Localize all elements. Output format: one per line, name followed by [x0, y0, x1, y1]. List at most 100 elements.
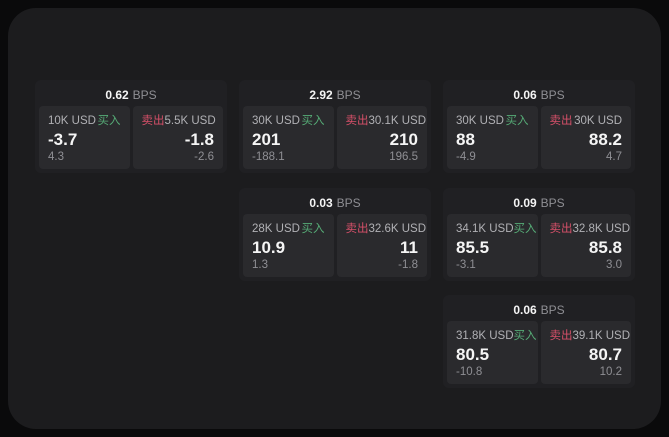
buy-amount: 34.1K USD: [456, 223, 514, 235]
bps-value: 0.06: [513, 303, 537, 317]
buy-amount: 28K USD: [252, 223, 300, 235]
buy-action-label: 买入: [513, 223, 537, 235]
quote-panels: 10K USD 买入 -3.7 4.3 卖出 5.5K USD -1.8 -2.…: [39, 106, 223, 169]
sell-panel-header: 卖出 30.1K USD: [345, 112, 427, 128]
sell-sub-value: 196.5: [389, 151, 418, 163]
buy-panel-header: 31.8K USD 买入: [456, 327, 537, 343]
sell-sub-value: 4.7: [606, 151, 622, 163]
buy-sub-value: -188.1: [252, 151, 285, 163]
buy-value: 80.5: [456, 344, 490, 364]
quote-panels: 28K USD 买入 10.9 1.3 卖出 32.6K USD 11 -1.8: [243, 214, 427, 277]
buy-action-label: 买入: [301, 115, 325, 127]
buy-sub-value: -3.1: [456, 259, 476, 271]
buy-sub-value: -10.8: [456, 366, 483, 378]
sell-panel[interactable]: 卖出 39.1K USD 80.7 10.2: [540, 321, 631, 384]
sell-sub-value: -2.6: [194, 151, 214, 163]
quote-card[interactable]: 0.09 BPS 34.1K USD 买入 85.5 -3.1 卖出 32.8K …: [443, 188, 635, 281]
buy-panel[interactable]: 31.8K USD 买入 80.5 -10.8: [447, 321, 538, 384]
buy-action-label: 买入: [301, 223, 325, 235]
sell-amount: 39.1K USD: [572, 330, 631, 342]
sell-action-label: 卖出: [345, 115, 369, 127]
bps-value: 0.62: [105, 88, 129, 102]
sell-sub-value: -1.8: [398, 259, 418, 271]
sell-action-label: 卖出: [549, 223, 573, 235]
buy-sub-value: 1.3: [252, 259, 268, 271]
buy-panel-header: 28K USD 买入: [252, 220, 325, 236]
quote-panels: 30K USD 买入 88 -4.9 卖出 30K USD 88.2 4.7: [447, 106, 631, 169]
quote-card[interactable]: 0.62 BPS 10K USD 买入 -3.7 4.3 卖出 5.5K USD …: [35, 80, 227, 173]
bps-unit-label: BPS: [540, 88, 565, 102]
bps-value: 0.03: [309, 196, 333, 210]
buy-sub-value: 4.3: [48, 151, 64, 163]
card-header: 0.62 BPS: [39, 84, 223, 106]
quote-panels: 34.1K USD 买入 85.5 -3.1 卖出 32.8K USD 85.8…: [447, 214, 631, 277]
sell-amount: 30K USD: [574, 115, 622, 127]
sell-action-label: 卖出: [549, 330, 573, 342]
buy-amount: 30K USD: [456, 115, 504, 127]
buy-panel[interactable]: 10K USD 买入 -3.7 4.3: [39, 106, 130, 169]
bps-unit-label: BPS: [336, 88, 361, 102]
buy-value: 85.5: [456, 237, 490, 257]
sell-value: -1.8: [184, 129, 214, 149]
card-header: 0.06 BPS: [447, 299, 631, 321]
sell-panel[interactable]: 卖出 30.1K USD 210 196.5: [336, 106, 427, 169]
card-header: 2.92 BPS: [243, 84, 427, 106]
sell-amount: 5.5K USD: [164, 115, 216, 127]
sell-panel[interactable]: 卖出 32.8K USD 85.8 3.0: [540, 214, 631, 277]
buy-value: 88: [456, 129, 475, 149]
buy-amount: 10K USD: [48, 115, 96, 127]
card-header: 0.09 BPS: [447, 192, 631, 214]
sell-panel[interactable]: 卖出 30K USD 88.2 4.7: [540, 106, 631, 169]
quote-card[interactable]: 0.06 BPS 31.8K USD 买入 80.5 -10.8 卖出 39.1K…: [443, 295, 635, 388]
buy-action-label: 买入: [97, 115, 121, 127]
sell-value: 88.2: [588, 129, 622, 149]
quote-card[interactable]: 2.92 BPS 30K USD 买入 201 -188.1 卖出 30.1K U…: [239, 80, 431, 173]
sell-panel-header: 卖出 32.6K USD: [345, 220, 427, 236]
buy-panel-header: 10K USD 买入: [48, 112, 121, 128]
sell-sub-value: 3.0: [606, 259, 622, 271]
quote-panels: 31.8K USD 买入 80.5 -10.8 卖出 39.1K USD 80.…: [447, 321, 631, 384]
buy-panel[interactable]: 28K USD 买入 10.9 1.3: [243, 214, 334, 277]
sell-panel-header: 卖出 32.8K USD: [549, 220, 631, 236]
buy-action-label: 买入: [505, 115, 529, 127]
sell-action-label: 卖出: [345, 223, 369, 235]
sell-sub-value: 10.2: [599, 366, 622, 378]
bps-unit-label: BPS: [132, 88, 157, 102]
sell-value: 11: [400, 237, 418, 257]
bps-value: 0.06: [513, 88, 537, 102]
buy-panel-header: 30K USD 买入: [252, 112, 325, 128]
quote-card[interactable]: 0.06 BPS 30K USD 买入 88 -4.9 卖出 30K USD 88…: [443, 80, 635, 173]
sell-panel[interactable]: 卖出 32.6K USD 11 -1.8: [336, 214, 427, 277]
sell-value: 85.8: [588, 237, 622, 257]
sell-amount: 32.8K USD: [572, 223, 631, 235]
buy-amount: 31.8K USD: [456, 330, 514, 342]
quote-panels: 30K USD 买入 201 -188.1 卖出 30.1K USD 210 1…: [243, 106, 427, 169]
buy-value: -3.7: [48, 129, 78, 149]
sell-amount: 32.6K USD: [368, 223, 427, 235]
sell-panel-header: 卖出 5.5K USD: [141, 112, 216, 128]
buy-panel[interactable]: 34.1K USD 买入 85.5 -3.1: [447, 214, 538, 277]
bps-unit-label: BPS: [336, 196, 361, 210]
bps-unit-label: BPS: [540, 303, 565, 317]
buy-sub-value: -4.9: [456, 151, 476, 163]
quote-card[interactable]: 0.03 BPS 28K USD 买入 10.9 1.3 卖出 32.6K USD…: [239, 188, 431, 281]
buy-action-label: 买入: [513, 330, 537, 342]
buy-panel[interactable]: 30K USD 买入 201 -188.1: [243, 106, 334, 169]
sell-value: 80.7: [588, 344, 622, 364]
buy-panel[interactable]: 30K USD 买入 88 -4.9: [447, 106, 538, 169]
sell-action-label: 卖出: [549, 115, 573, 127]
sell-value: 210: [389, 129, 418, 149]
bps-unit-label: BPS: [540, 196, 565, 210]
sell-action-label: 卖出: [141, 115, 165, 127]
buy-panel-header: 34.1K USD 买入: [456, 220, 537, 236]
bps-value: 2.92: [309, 88, 333, 102]
sell-panel[interactable]: 卖出 5.5K USD -1.8 -2.6: [132, 106, 223, 169]
buy-value: 201: [252, 129, 281, 149]
buy-amount: 30K USD: [252, 115, 300, 127]
card-header: 0.03 BPS: [243, 192, 427, 214]
buy-panel-header: 30K USD 买入: [456, 112, 529, 128]
sell-panel-header: 卖出 39.1K USD: [549, 327, 631, 343]
sell-panel-header: 卖出 30K USD: [550, 112, 623, 128]
sell-amount: 30.1K USD: [368, 115, 427, 127]
